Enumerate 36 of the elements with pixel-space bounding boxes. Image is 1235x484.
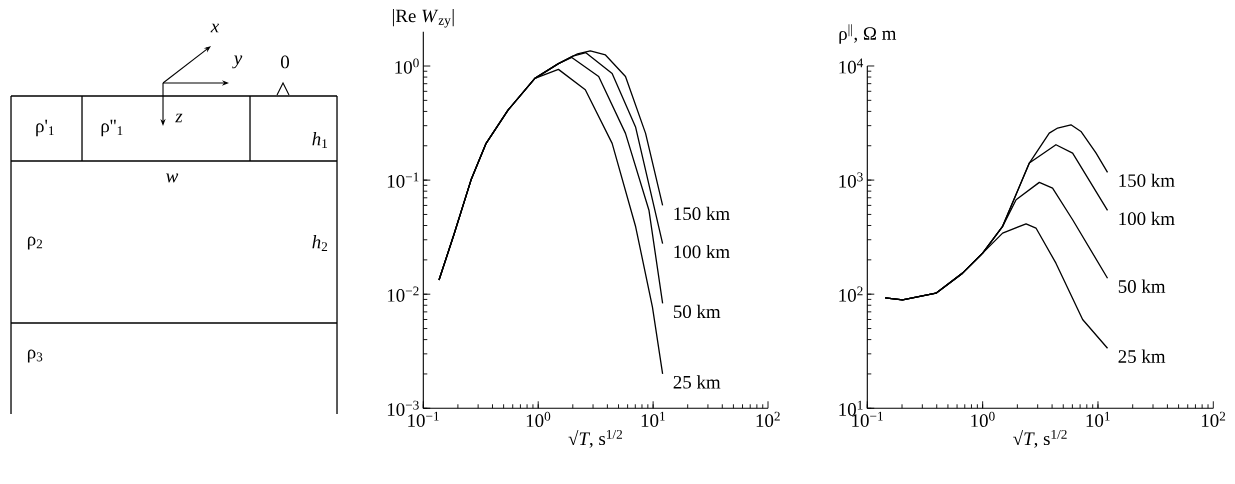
y-tick-label: 10$^{0}$ (395, 58, 419, 74)
text: 0 (281, 55, 290, 69)
text: y (232, 55, 243, 69)
text: ρ''$_{1}$ (101, 119, 123, 137)
y-tick-label: 10$^{4}$ (839, 58, 864, 74)
series-label: 25 km (673, 375, 721, 389)
series-label: 50 km (673, 304, 721, 319)
y-axis-title: ρ$^{||}$, Ω m (839, 24, 897, 44)
text: ρ$_{2}$ (27, 236, 43, 250)
series-label: 25 km (1118, 349, 1166, 363)
x-tick-label: 10$^{1}$ (1086, 411, 1110, 427)
x-tick-label: 10$^{−1}$ (408, 411, 439, 427)
text: h$_{1}$ (312, 132, 328, 148)
series-label: 50 km (1118, 279, 1166, 293)
x-tick-label: 10$^{2}$ (756, 411, 780, 428)
y-tick-label: 10$^{−1}$ (387, 172, 419, 188)
y-tick-label: 10$^{2}$ (839, 286, 863, 302)
series-label: 150 km (1119, 173, 1175, 187)
y-tick-label: 10$^{3}$ (839, 172, 863, 188)
text: w (166, 173, 179, 183)
x-tick-label: 10$^{2}$ (1201, 411, 1226, 428)
text: ρ$_{3}$ (27, 349, 43, 363)
y-axis-title: |Re W$_{zy}$| (392, 8, 454, 28)
x-axis-title: √T, s$^{1/2}$ (1013, 429, 1067, 448)
x-axis-title: √T, s$^{1/2}$ (568, 429, 623, 448)
text: x (210, 23, 220, 33)
series-label: 150 km (674, 206, 730, 221)
text: ρ'$_{1}$ (36, 119, 54, 137)
x-tick-label: 10$^{1}$ (641, 411, 665, 427)
x-tick-label: 10$^{0}$ (526, 411, 551, 428)
series-label: 100 km (674, 244, 730, 259)
x-tick-label: 10$^{0}$ (971, 411, 995, 428)
text: h$_{2}$ (312, 235, 328, 251)
y-tick-label: 10$^{−2}$ (387, 286, 419, 302)
text: z (175, 113, 183, 123)
series-label: 100 km (1119, 211, 1175, 226)
